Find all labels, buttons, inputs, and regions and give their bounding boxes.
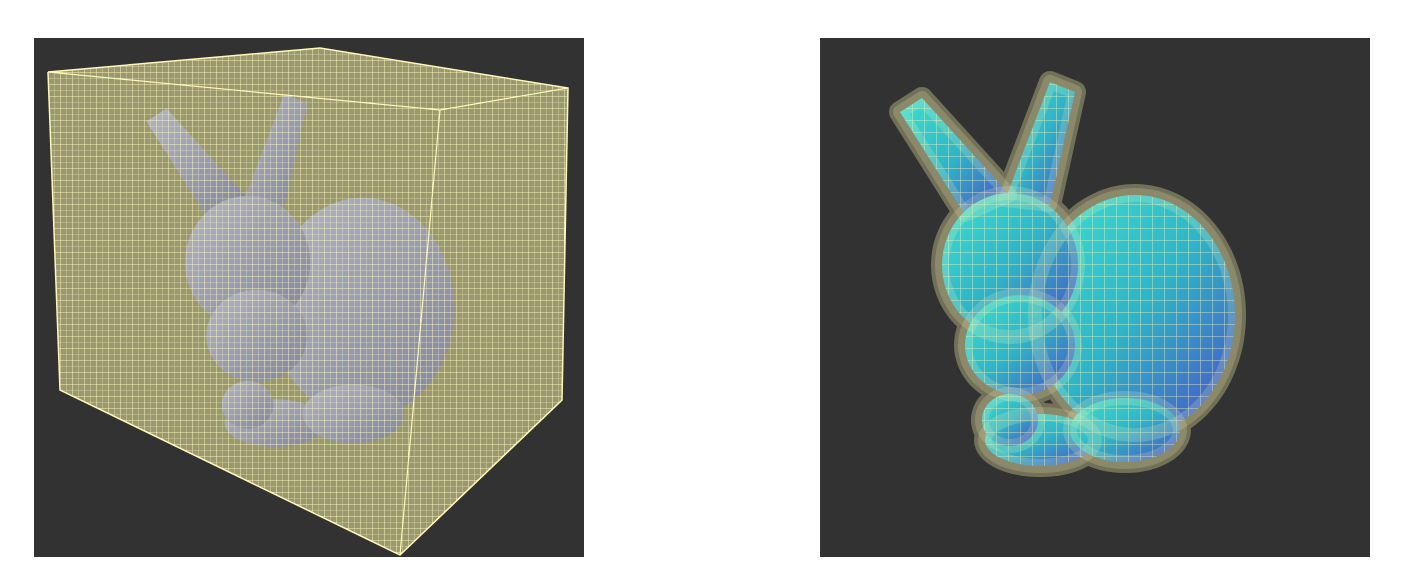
cube-outline — [47, 47, 569, 556]
cube-edge — [399, 109, 441, 556]
